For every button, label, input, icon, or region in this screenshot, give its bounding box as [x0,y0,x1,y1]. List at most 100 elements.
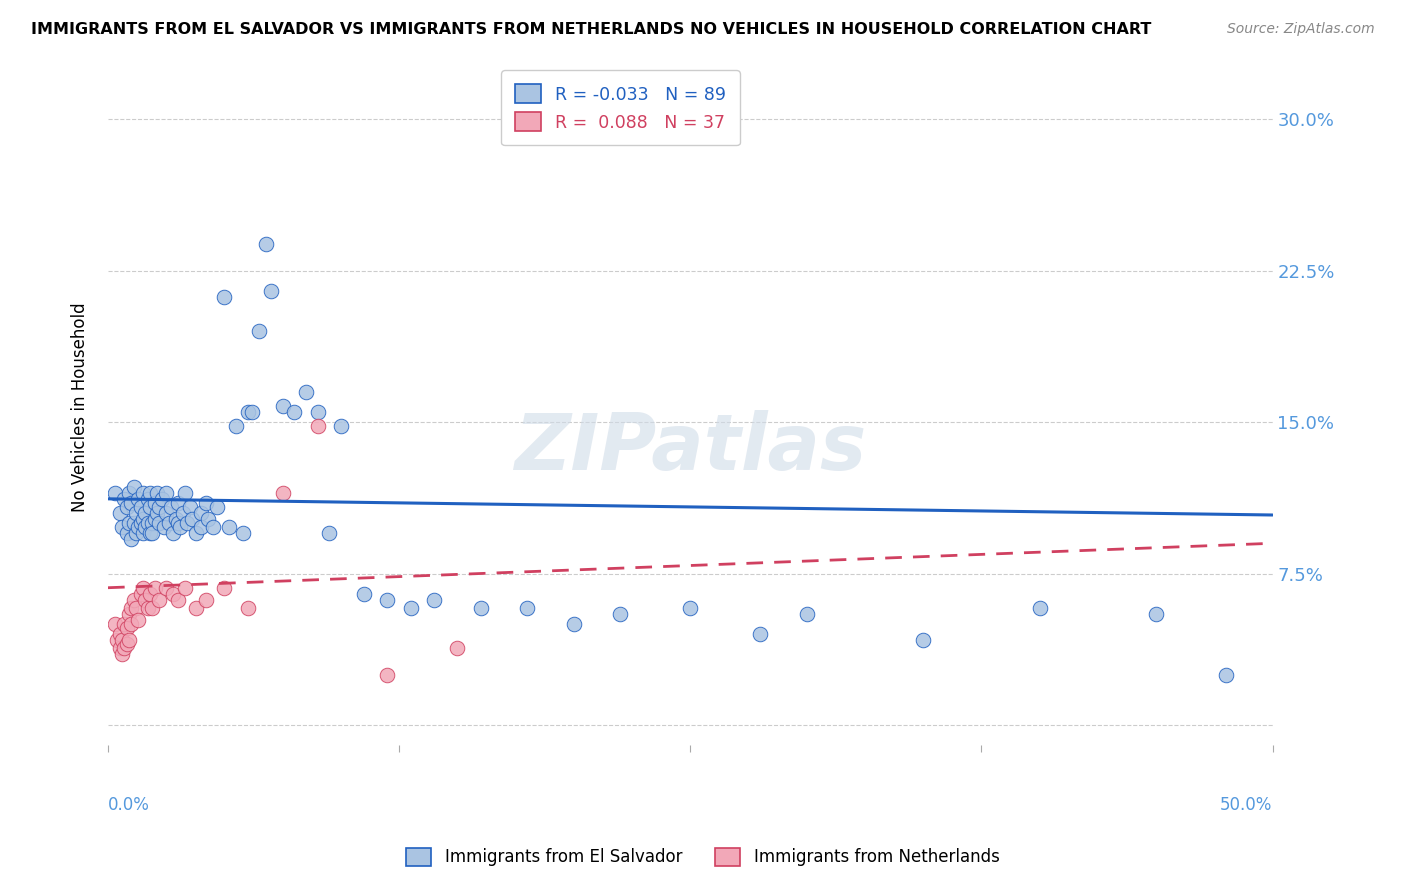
Point [122,480,145,494]
Point [329,419,352,434]
Point [132,526,155,541]
Point [108,506,131,520]
Point [377,592,399,607]
Point [194,592,217,607]
Point [194,496,217,510]
Point [180,512,202,526]
Point [127,613,149,627]
Point [148,500,170,514]
Point [139,485,162,500]
Point [1215,667,1237,681]
Point [307,419,329,434]
Point [260,284,283,298]
Point [232,526,254,541]
Point [796,607,818,621]
Point [377,667,399,681]
Point [108,641,131,656]
Point [271,485,294,500]
Point [150,491,173,506]
Point [190,506,212,520]
Legend: R = -0.033   N = 89, R =  0.088   N = 37: R = -0.033 N = 89, R = 0.088 N = 37 [501,70,740,145]
Point [157,516,180,530]
Point [146,506,169,520]
Point [271,399,294,413]
Point [139,500,162,514]
Point [132,512,155,526]
Point [143,512,166,526]
Point [423,592,446,607]
Point [179,500,201,514]
Point [749,627,772,641]
Point [155,506,177,520]
Point [236,405,259,419]
Point [134,506,156,520]
Point [173,485,195,500]
Point [139,526,162,541]
Point [153,520,176,534]
Point [104,617,127,632]
Point [353,587,375,601]
Point [167,496,190,510]
Point [283,405,305,419]
Point [120,496,142,510]
Point [236,601,259,615]
Point [162,587,184,601]
Point [173,581,195,595]
Point [172,506,194,520]
Point [132,581,155,595]
Point [207,500,229,514]
Point [111,648,134,662]
Point [679,601,702,615]
Point [165,512,187,526]
Point [155,581,177,595]
Text: Source: ZipAtlas.com: Source: ZipAtlas.com [1227,22,1375,37]
Point [111,520,134,534]
Point [1144,607,1167,621]
Point [118,485,141,500]
Point [112,617,135,632]
Legend: Immigrants from El Salvador, Immigrants from Netherlands: Immigrants from El Salvador, Immigrants … [399,841,1007,873]
Point [115,637,138,651]
Point [125,526,148,541]
Text: ZIPatlas: ZIPatlas [515,409,866,485]
Point [516,601,538,615]
Point [167,516,190,530]
Point [254,237,277,252]
Point [242,405,264,419]
Point [190,520,212,534]
Point [118,607,141,621]
Point [186,526,208,541]
Point [129,587,152,601]
Point [155,485,177,500]
Point [167,592,190,607]
Text: 0.0%: 0.0% [108,796,150,814]
Point [120,617,142,632]
Point [118,516,141,530]
Point [143,581,166,595]
Point [176,516,198,530]
Point [201,520,224,534]
Point [127,520,149,534]
Point [122,592,145,607]
Point [120,601,142,615]
Point [132,485,155,500]
Point [112,641,135,656]
Point [214,581,236,595]
Point [136,601,159,615]
Point [143,496,166,510]
Point [197,512,219,526]
Point [111,633,134,648]
Point [214,290,236,304]
Point [186,601,208,615]
Point [134,520,156,534]
Point [218,520,240,534]
Point [162,526,184,541]
Point [160,500,183,514]
Point [295,384,318,399]
Point [169,520,191,534]
Point [446,641,468,656]
Point [1028,601,1050,615]
Point [399,601,422,615]
Point [125,601,148,615]
Point [115,526,138,541]
